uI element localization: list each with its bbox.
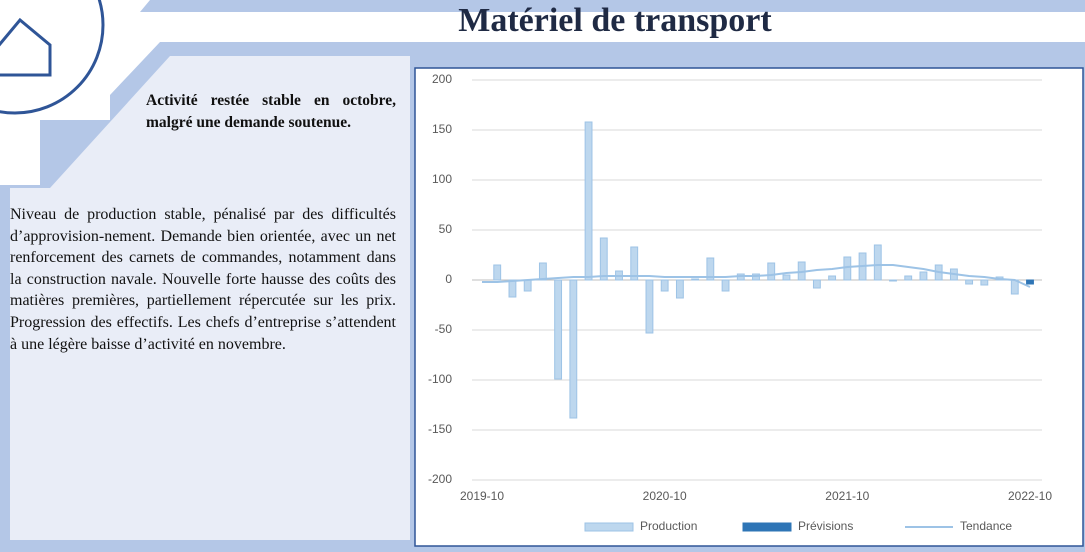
x-tick-label: 2021-10 <box>825 489 869 503</box>
bar <box>965 279 974 285</box>
bar <box>508 279 517 298</box>
bar <box>554 279 563 380</box>
trend-line <box>482 264 1031 288</box>
y-tick-label: -50 <box>435 322 453 336</box>
headline: Activité restée stable en octobre, malgr… <box>146 92 396 131</box>
bar <box>645 279 654 334</box>
title: Matériel de transport <box>458 2 772 39</box>
bar <box>584 121 593 281</box>
y-tick-label: 200 <box>432 72 452 86</box>
text-panel <box>10 56 410 540</box>
y-tick-label: -200 <box>428 472 452 486</box>
bar <box>706 257 715 281</box>
x-tick-label: 2022-10 <box>1008 489 1052 503</box>
y-tick-label: 150 <box>432 122 452 136</box>
y-tick-label: 0 <box>445 272 452 286</box>
top-band <box>140 0 1085 12</box>
body-text: Niveau de production stable, pénalisé pa… <box>10 206 396 353</box>
legend-label: Production <box>640 519 697 533</box>
legend-swatch <box>584 522 634 532</box>
bar <box>828 275 837 281</box>
bar <box>889 279 897 282</box>
bar <box>675 279 684 299</box>
legend-label: Prévisions <box>798 519 853 533</box>
bar <box>812 279 821 289</box>
bar <box>599 237 608 281</box>
bar <box>493 264 502 281</box>
bar <box>843 256 852 281</box>
y-tick-label: 100 <box>432 172 452 186</box>
bar <box>630 246 639 281</box>
chart-panel <box>414 67 1084 547</box>
legend-label: Tendance <box>960 519 1012 533</box>
y-tick-label: 50 <box>439 222 453 236</box>
bar <box>691 278 700 281</box>
bar <box>523 279 532 292</box>
bar <box>721 279 730 292</box>
y-tick-label: -150 <box>428 422 452 436</box>
logo-icon <box>0 17 52 77</box>
bar <box>782 274 791 281</box>
bar <box>980 279 989 286</box>
bar <box>873 244 882 281</box>
x-tick-label: 2019-10 <box>460 489 504 503</box>
bar <box>904 275 913 281</box>
bar <box>538 262 547 281</box>
legend-swatch <box>742 522 792 532</box>
bar <box>919 271 928 281</box>
x-tick-label: 2020-10 <box>643 489 687 503</box>
bar <box>1026 279 1034 285</box>
bar <box>767 262 776 281</box>
bar <box>569 279 578 419</box>
bar <box>660 279 669 292</box>
y-tick-label: -100 <box>428 372 452 386</box>
